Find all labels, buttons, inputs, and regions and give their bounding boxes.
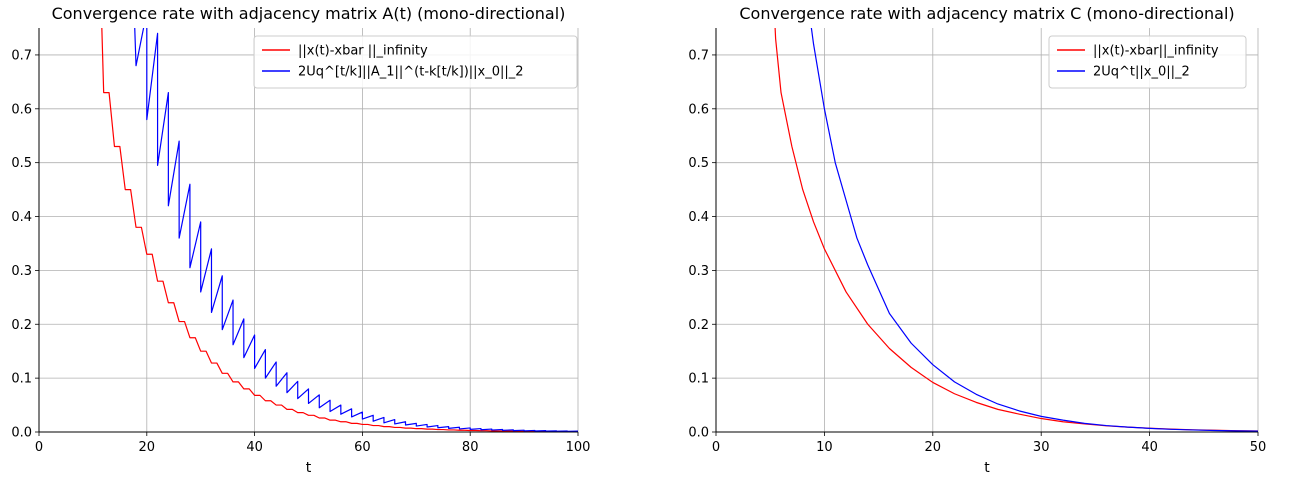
- x-tick-label: 40: [246, 440, 263, 455]
- legend-label-1: ||x(t)-xbar ||_infinity: [298, 44, 428, 59]
- x-tick-label: 50: [1250, 440, 1267, 455]
- y-tick-label: 0.2: [688, 318, 709, 333]
- x-ticks: 0 10 20 30 40 50: [712, 432, 1266, 455]
- y-tick-label: 0.3: [688, 264, 709, 279]
- chart-title: Convergence rate with adjacency matrix C…: [739, 4, 1234, 23]
- series-group: [774, 28, 1258, 432]
- y-tick-label: 0.7: [11, 48, 32, 63]
- chart-title: Convergence rate with adjacency matrix A…: [52, 4, 566, 23]
- legend-label-1: ||x(t)-xbar||_infinity: [1093, 44, 1219, 59]
- x-tick-label: 0: [712, 440, 720, 455]
- series-line-1: [101, 28, 578, 432]
- chart-1: 0 20 40 60 80 100 0.0 0.1 0.2 0.3 0.4 0.5 0.6 0.7 t Con…: [11, 4, 591, 476]
- x-tick-label: 20: [925, 440, 942, 455]
- y-tick-label: 0.6: [11, 102, 32, 117]
- x-tick-label: 10: [816, 440, 833, 455]
- y-tick-label: 0.4: [11, 210, 32, 225]
- x-tick-label: 40: [1141, 440, 1158, 455]
- x-tick-label: 0: [35, 440, 43, 455]
- grid: [716, 28, 1259, 432]
- legend-box: [253, 35, 578, 89]
- x-axis-label: t: [306, 460, 312, 476]
- x-tick-label: 60: [354, 440, 371, 455]
- grid: [39, 28, 579, 432]
- y-tick-label: 0.3: [11, 264, 32, 279]
- legend: ||x(t)-xbar ||_infinity 2Uq^[t/k]||A_1||^…: [253, 35, 578, 89]
- y-tick-label: 0.5: [688, 156, 709, 171]
- x-axis-label: t: [984, 460, 990, 476]
- legend-label-2: 2Uq^[t/k]||A_1||^(t-k[t/k])||x_0||_2: [298, 65, 524, 80]
- chart-2: 0 10 20 30 40 50 0.0 0.1 0.2 0.3 0.4 0.5 0.6 0.7 t Conv…: [688, 4, 1266, 476]
- y-tick-label: 0.6: [688, 102, 709, 117]
- legend-label-2: 2Uq^t||x_0||_2: [1093, 65, 1190, 80]
- y-tick-label: 0.2: [11, 318, 32, 333]
- series-group: [101, 28, 578, 432]
- x-ticks: 0 20 40 60 80 100: [35, 432, 591, 455]
- x-tick-label: 20: [139, 440, 156, 455]
- series-line-2: [134, 28, 578, 432]
- axes-frame: [715, 28, 1258, 433]
- y-ticks: 0.0 0.1 0.2 0.3 0.4 0.5 0.6 0.7: [11, 48, 39, 441]
- y-tick-label: 0.1: [11, 372, 32, 387]
- series-line-2: [810, 28, 1258, 432]
- x-tick-label: 80: [462, 440, 479, 455]
- legend-box: [1048, 35, 1247, 89]
- y-tick-label: 0.1: [688, 372, 709, 387]
- y-tick-label: 0.4: [688, 210, 709, 225]
- axes-frame: [38, 28, 578, 433]
- y-ticks: 0.0 0.1 0.2 0.3 0.4 0.5 0.6 0.7: [688, 48, 716, 441]
- y-tick-label: 0.5: [11, 156, 32, 171]
- y-tick-label: 0.0: [11, 426, 32, 441]
- x-tick-label: 30: [1033, 440, 1050, 455]
- y-tick-label: 0.7: [688, 48, 709, 63]
- x-tick-label: 100: [566, 440, 591, 455]
- legend: ||x(t)-xbar||_infinity 2Uq^t||x_0||_2: [1048, 35, 1247, 89]
- y-tick-label: 0.0: [688, 426, 709, 441]
